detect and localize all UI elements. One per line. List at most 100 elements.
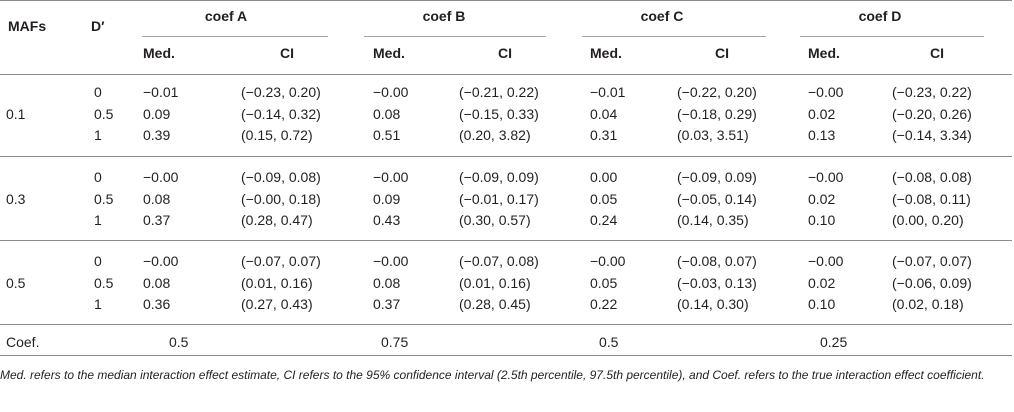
- dprime-value: 1: [94, 127, 102, 143]
- median-value: 0.51: [373, 127, 401, 143]
- median-value: 0.37: [143, 212, 171, 228]
- median-value: 0.08: [143, 190, 171, 207]
- column-header-ci: CI: [930, 45, 944, 61]
- true-coef-value: 0.5: [169, 334, 189, 350]
- ci-value: (−0.09, 0.09): [677, 169, 757, 185]
- group-underline: [800, 36, 984, 37]
- median-value: −0.01: [143, 84, 179, 100]
- median-value: 0.24: [590, 212, 618, 228]
- median-value: −0.00: [808, 169, 844, 185]
- ci-value: (0.15, 0.72): [241, 127, 313, 143]
- ci-value: (−0.18, 0.29): [677, 105, 757, 122]
- column-header-ci: CI: [498, 45, 512, 61]
- column-header-med: Med.: [143, 45, 175, 61]
- median-value: −0.00: [143, 253, 179, 269]
- group-header-coef-a: coef A: [204, 8, 248, 24]
- ci-value: (−0.07, 0.07): [892, 253, 972, 269]
- median-value: 0.05: [590, 274, 618, 291]
- ci-value: (0.03, 3.51): [677, 127, 749, 143]
- group-header-coef-c: coef C: [640, 8, 684, 24]
- maf-label: 0.5: [6, 275, 26, 291]
- ci-value: (−0.09, 0.08): [241, 169, 321, 185]
- ci-value: (0.14, 0.35): [677, 212, 749, 228]
- median-value: −0.00: [373, 253, 409, 269]
- median-value: −0.01: [590, 84, 626, 100]
- median-value: 0.02: [808, 190, 836, 207]
- ci-value: (−0.07, 0.08): [459, 253, 539, 269]
- ci-value: (−0.09, 0.09): [459, 169, 539, 185]
- dprime-value: 0.5: [94, 105, 114, 122]
- median-value: 0.02: [808, 105, 836, 122]
- group-header-coef-b: coef B: [422, 8, 466, 24]
- ci-value: (0.01, 0.16): [459, 274, 531, 291]
- median-value: −0.00: [808, 84, 844, 100]
- maf-label: 0.3: [6, 191, 26, 207]
- dprime-value: 0.5: [94, 190, 114, 207]
- column-header-med: Med.: [808, 45, 840, 61]
- median-value: −0.00: [590, 253, 626, 269]
- header-rule: [0, 74, 1012, 75]
- ci-value: (0.02, 0.18): [892, 296, 964, 312]
- column-header-ci: CI: [715, 45, 729, 61]
- true-coef-value: 0.5: [599, 334, 619, 350]
- ci-value: (−0.20, 0.26): [892, 105, 972, 122]
- ci-value: (−0.08, 0.07): [677, 253, 757, 269]
- median-value: 0.22: [590, 296, 618, 312]
- median-value: 0.36: [143, 296, 171, 312]
- table-footnote: Med. refers to the median interaction ef…: [0, 368, 985, 382]
- median-value: 0.39: [143, 127, 171, 143]
- ci-value: (−0.08, 0.08): [892, 169, 972, 185]
- ci-value: (−0.15, 0.33): [459, 105, 539, 122]
- maf-label: 0.1: [6, 106, 26, 122]
- ci-value: (−0.21, 0.22): [459, 84, 539, 100]
- dprime-value: 0: [94, 253, 102, 269]
- ci-value: (−0.22, 0.20): [677, 84, 757, 100]
- ci-value: (−0.23, 0.22): [892, 84, 972, 100]
- column-header-med: Med.: [373, 45, 405, 61]
- median-value: 0.09: [143, 105, 171, 122]
- median-value: 0.08: [373, 274, 401, 291]
- median-value: 0.31: [590, 127, 618, 143]
- dprime-value: 0.5: [94, 274, 114, 291]
- column-header-dprime: D′: [91, 18, 105, 34]
- median-value: 0.00: [590, 169, 618, 185]
- ci-value: (−0.06, 0.09): [892, 274, 972, 291]
- ci-value: (−0.14, 3.34): [892, 127, 972, 143]
- ci-value: (0.28, 0.47): [241, 212, 313, 228]
- median-value: 0.04: [590, 105, 618, 122]
- ci-value: (0.28, 0.45): [459, 296, 531, 312]
- median-value: 0.37: [373, 296, 401, 312]
- ci-value: (−0.03, 0.13): [677, 274, 757, 291]
- ci-value: (0.00, 0.20): [892, 212, 964, 228]
- block-divider: [0, 156, 1012, 157]
- dprime-value: 1: [94, 212, 102, 228]
- dprime-value: 0: [94, 84, 102, 100]
- median-value: 0.10: [808, 296, 836, 312]
- true-coef-value: 0.75: [381, 334, 409, 350]
- median-value: 0.08: [143, 274, 171, 291]
- group-header-coef-d: coef D: [858, 8, 902, 24]
- ci-value: (−0.08, 0.11): [892, 190, 971, 207]
- ci-value: (−0.01, 0.17): [459, 190, 539, 207]
- bottom-rule: [0, 355, 1012, 356]
- top-rule: [0, 0, 1012, 1]
- median-value: −0.00: [143, 169, 179, 185]
- ci-value: (0.27, 0.43): [241, 296, 313, 312]
- median-value: −0.00: [373, 84, 409, 100]
- ci-value: (0.30, 0.57): [459, 212, 531, 228]
- median-value: 0.10: [808, 212, 836, 228]
- median-value: 0.09: [373, 190, 401, 207]
- dprime-value: 1: [94, 296, 102, 312]
- median-value: 0.08: [373, 105, 401, 122]
- ci-value: (0.01, 0.16): [241, 274, 313, 291]
- group-underline: [364, 36, 546, 37]
- median-value: −0.00: [808, 253, 844, 269]
- coef-row-label: Coef.: [6, 334, 40, 350]
- median-value: −0.00: [373, 169, 409, 185]
- ci-value: (−0.00, 0.18): [241, 190, 321, 207]
- dprime-value: 0: [94, 169, 102, 185]
- column-header-med: Med.: [590, 45, 622, 61]
- group-underline: [582, 36, 766, 37]
- column-header-ci: CI: [280, 45, 294, 61]
- block-divider: [0, 240, 1012, 241]
